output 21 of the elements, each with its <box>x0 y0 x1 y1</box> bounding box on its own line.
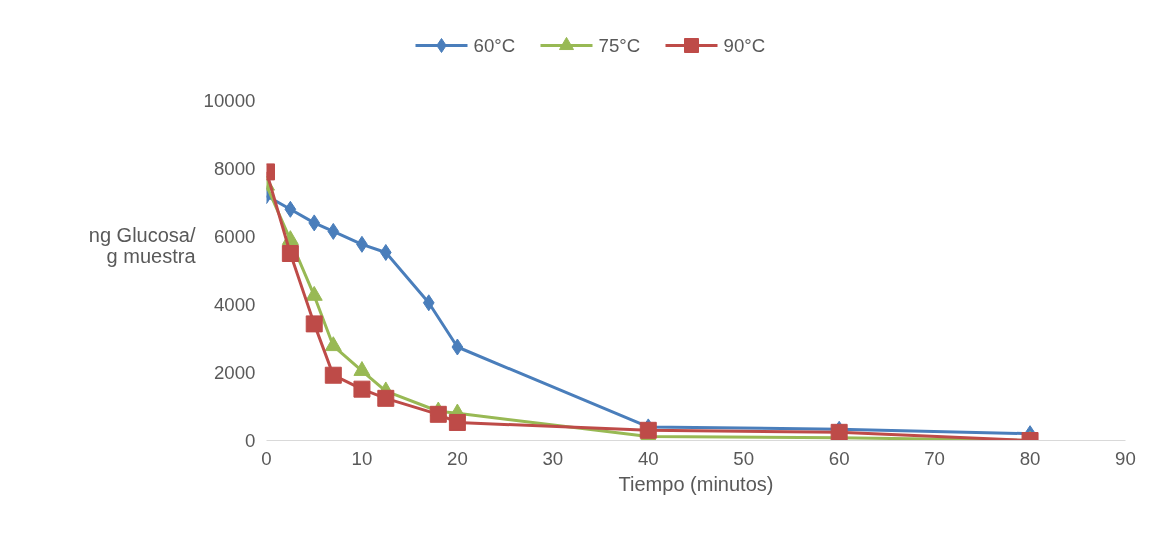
x-tick-label: 90 <box>1115 447 1136 469</box>
x-tick-label: 40 <box>637 447 659 469</box>
y-axis-title: ng Glucosa/ g muestra <box>88 224 197 268</box>
x-tick-label: 70 <box>924 447 945 469</box>
x-axis-title: Tiempo (minutos) <box>618 472 774 495</box>
x-tick-label: 20 <box>447 447 468 469</box>
x-tick-label: 60 <box>828 447 850 469</box>
x-tick-label: 50 <box>733 447 755 469</box>
legend-label: 60°C <box>473 35 516 56</box>
x-tick-label: 30 <box>542 447 564 469</box>
y-tick-label: 0 <box>245 430 256 451</box>
y-tick-label: 2000 <box>214 362 256 383</box>
legend-label: 75°C <box>598 35 641 56</box>
y-tick-label: 10000 <box>203 90 256 111</box>
y-tick-label: 6000 <box>214 226 256 247</box>
x-tick-label: 80 <box>1019 447 1041 469</box>
x-tick-label: 0 <box>261 447 272 469</box>
y-tick-label: 8000 <box>214 158 256 179</box>
legend-label: 90°C <box>723 35 766 56</box>
x-tick-label: 10 <box>351 447 373 469</box>
y-tick-label: 4000 <box>214 294 256 315</box>
